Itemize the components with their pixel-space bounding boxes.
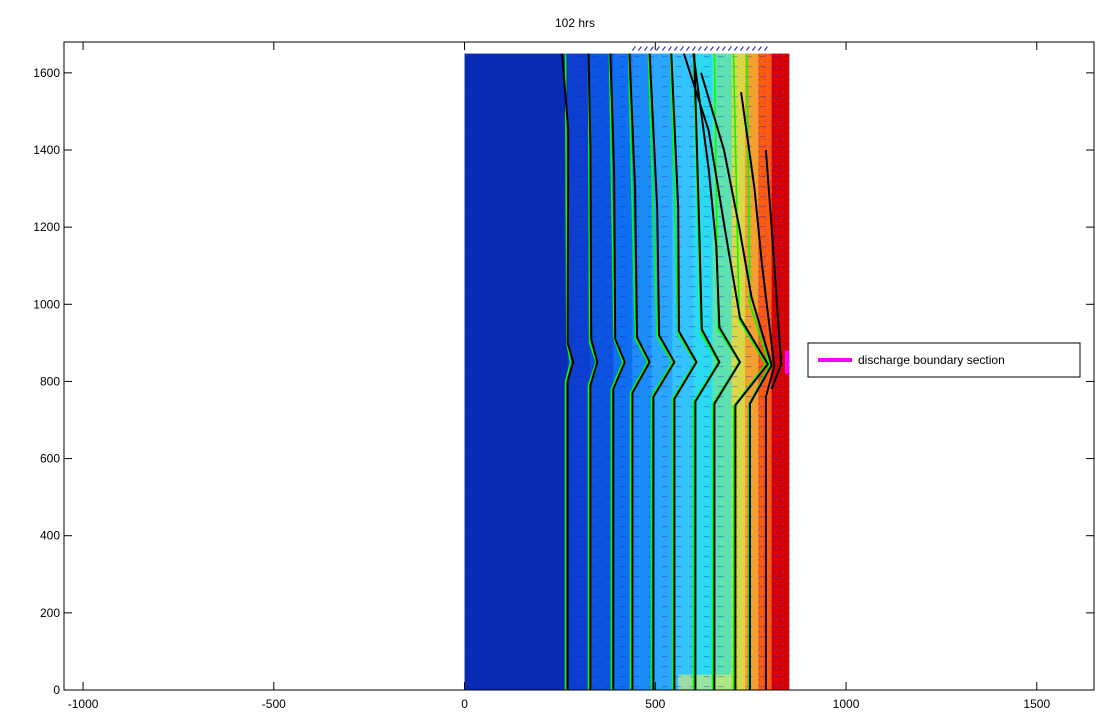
field-band-1 bbox=[567, 53, 591, 690]
contour-black-10 bbox=[740, 91, 776, 690]
y-tick-label-0: 0 bbox=[53, 683, 60, 697]
x-tick-label-5: 1500 bbox=[1023, 697, 1050, 711]
legend-label: discharge boundary section bbox=[858, 353, 1005, 367]
y-tick-label-2: 400 bbox=[40, 529, 60, 543]
legend: discharge boundary section bbox=[807, 342, 1081, 378]
field-band-3 bbox=[613, 53, 633, 690]
y-tick-label-7: 1400 bbox=[33, 143, 60, 157]
vector-red-texture bbox=[758, 55, 790, 687]
vector-top-fringe bbox=[632, 46, 768, 51]
heatmap-field bbox=[464, 46, 790, 690]
field-band-0 bbox=[464, 53, 569, 690]
y-tick-label-8: 1600 bbox=[33, 66, 60, 80]
x-tick-label-2: 0 bbox=[461, 697, 468, 711]
y-tick-label-4: 800 bbox=[40, 374, 60, 388]
contour-green-2 bbox=[608, 53, 624, 690]
contour-green-0 bbox=[564, 53, 572, 690]
field-band-11 bbox=[758, 53, 773, 690]
contour-green-8 bbox=[732, 53, 767, 690]
x-tick-label-4: 1000 bbox=[833, 697, 860, 711]
contour-black-1 bbox=[587, 53, 599, 690]
field-band-12 bbox=[771, 53, 790, 690]
y-tick-label-6: 1200 bbox=[33, 220, 60, 234]
field-band-2 bbox=[590, 53, 614, 690]
contour-green-4 bbox=[647, 53, 674, 690]
contour-black-9 bbox=[700, 72, 773, 690]
contour-green-1 bbox=[587, 53, 597, 690]
contour-black-8 bbox=[682, 53, 769, 690]
contour-black-4 bbox=[648, 53, 676, 690]
chart-title: 102 hrs bbox=[555, 16, 595, 30]
contour-green-9 bbox=[746, 53, 771, 690]
field-band-10 bbox=[744, 53, 759, 690]
plot-frame bbox=[63, 41, 1095, 691]
x-tick-label-3: 500 bbox=[645, 697, 665, 711]
contour-black-3 bbox=[628, 53, 651, 690]
bottom-yellow-patch bbox=[678, 674, 732, 690]
x-tick-label-1: -500 bbox=[262, 697, 286, 711]
contour-black-6 bbox=[693, 53, 721, 690]
contour-black-7 bbox=[692, 53, 741, 690]
y-tick-label-3: 600 bbox=[40, 452, 60, 466]
contour-black-2 bbox=[609, 53, 626, 690]
field-band-8 bbox=[712, 53, 733, 690]
contour-green-3 bbox=[627, 53, 649, 690]
legend-box bbox=[807, 342, 1081, 378]
contour-black-11 bbox=[764, 149, 783, 390]
axes: -1000 -500 0 500 1000 1500 0 200 400 600 800 1000 12… bbox=[33, 42, 1094, 711]
x-tick-label-0: -1000 bbox=[68, 697, 99, 711]
contour-black-5 bbox=[670, 53, 698, 690]
contour-black-0 bbox=[560, 53, 575, 690]
contour-lines bbox=[560, 53, 783, 690]
y-tick-label-1: 200 bbox=[40, 606, 60, 620]
y-tick-label-5: 1000 bbox=[33, 297, 60, 311]
